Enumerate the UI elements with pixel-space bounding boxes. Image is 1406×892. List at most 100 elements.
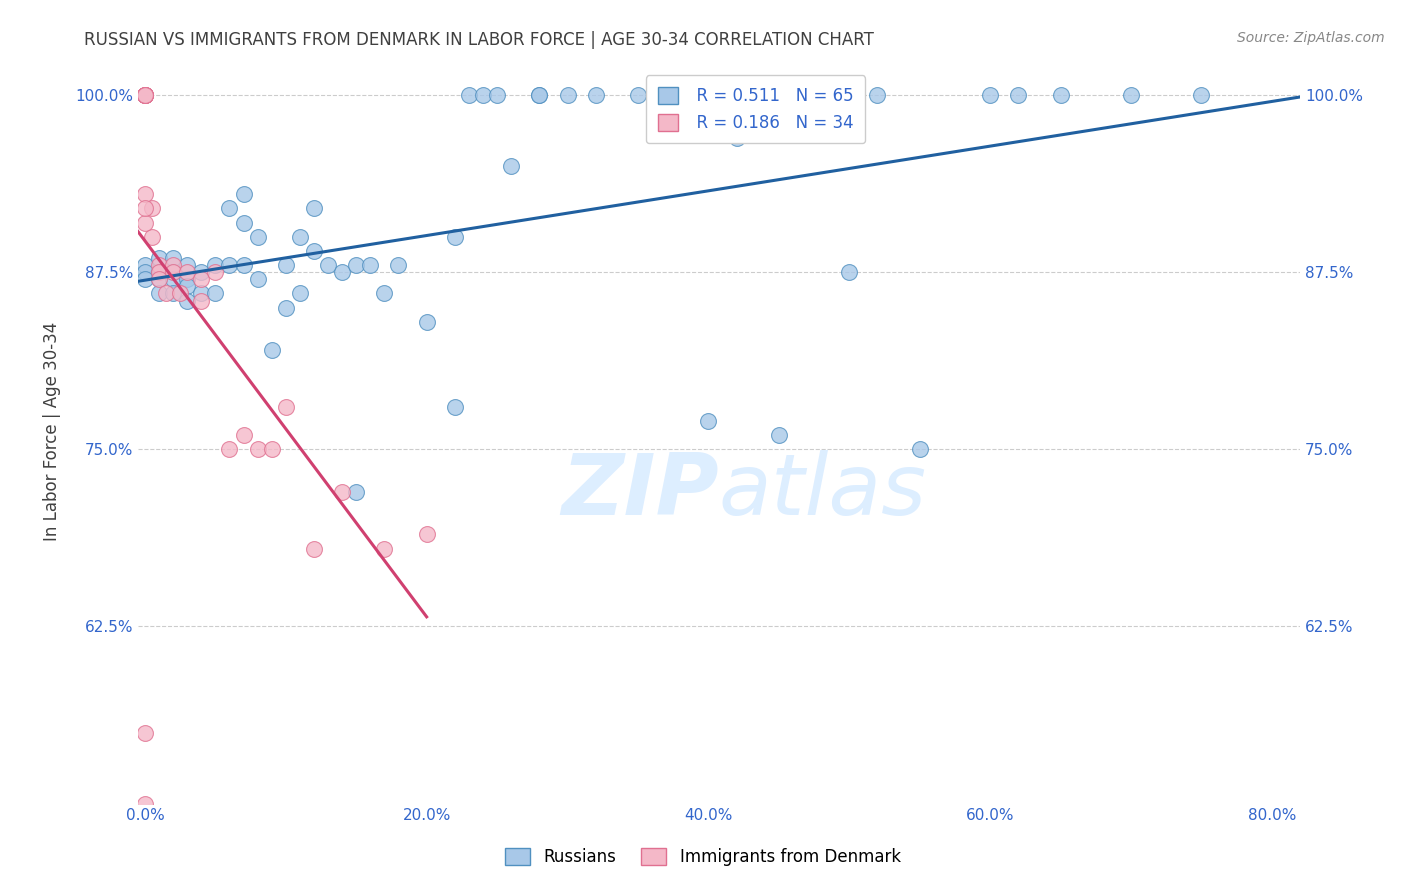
Point [176,272,198,286]
Point [302,541,325,556]
Point [162,251,184,265]
Point [162,258,184,272]
Point [134,88,156,103]
Point [218,442,240,457]
Point [190,272,212,286]
Text: Source: ZipAtlas.com: Source: ZipAtlas.com [1237,31,1385,45]
Point [218,258,240,272]
Point [246,229,269,244]
Point [190,286,212,301]
Legend:   R = 0.511   N = 65,   R = 0.186   N = 34: R = 0.511 N = 65, R = 0.186 N = 34 [645,75,865,144]
Point [148,272,170,286]
Point [288,286,311,301]
Point [141,229,163,244]
Point [529,88,551,103]
Point [134,88,156,103]
Point [232,187,254,202]
Point [162,265,184,279]
Point [134,88,156,103]
Point [501,159,523,173]
Point [204,258,226,272]
Point [134,202,156,216]
Point [443,400,465,414]
Point [557,88,579,103]
Point [627,88,650,103]
Point [134,187,156,202]
Point [373,286,395,301]
Point [472,88,495,103]
Text: RUSSIAN VS IMMIGRANTS FROM DENMARK IN LABOR FORCE | AGE 30-34 CORRELATION CHART: RUSSIAN VS IMMIGRANTS FROM DENMARK IN LA… [84,31,875,49]
Point [148,251,170,265]
Point [176,265,198,279]
Point [169,286,191,301]
Point [866,88,889,103]
Point [134,88,156,103]
Point [190,265,212,279]
Point [669,88,692,103]
Point [838,265,860,279]
Point [529,88,551,103]
Legend: Russians, Immigrants from Denmark: Russians, Immigrants from Denmark [496,840,910,875]
Point [232,216,254,230]
Point [288,229,311,244]
Point [204,286,226,301]
Point [176,279,198,293]
Point [1049,88,1071,103]
Point [979,88,1001,103]
Point [134,88,156,103]
Point [908,442,931,457]
Point [134,216,156,230]
Point [344,258,367,272]
Point [316,258,339,272]
Point [134,272,156,286]
Point [697,414,720,428]
Point [260,343,283,358]
Point [162,265,184,279]
Point [274,301,297,315]
Point [458,88,481,103]
Point [302,202,325,216]
Point [134,88,156,103]
Point [330,265,353,279]
Point [162,286,184,301]
Point [190,293,212,308]
Point [1119,88,1142,103]
Point [260,442,283,457]
Point [387,258,409,272]
Point [218,202,240,216]
Point [344,484,367,499]
Point [359,258,381,272]
Point [274,400,297,414]
Point [274,258,297,272]
Point [1007,88,1029,103]
Point [148,265,170,279]
Point [155,286,177,301]
Point [176,258,198,272]
Point [585,88,607,103]
Y-axis label: In Labor Force | Age 30-34: In Labor Force | Age 30-34 [44,322,60,541]
Point [232,428,254,442]
Point [148,272,170,286]
Point [134,725,156,739]
Point [162,272,184,286]
Point [302,244,325,258]
Point [204,265,226,279]
Point [330,484,353,499]
Text: ZIP: ZIP [561,450,718,533]
Point [1189,88,1212,103]
Point [134,797,156,811]
Point [443,229,465,244]
Point [373,541,395,556]
Point [246,272,269,286]
Point [697,88,720,103]
Point [486,88,509,103]
Point [134,88,156,103]
Point [176,293,198,308]
Point [768,428,790,442]
Point [141,202,163,216]
Point [415,315,437,329]
Point [232,258,254,272]
Point [134,258,156,272]
Point [134,265,156,279]
Point [148,286,170,301]
